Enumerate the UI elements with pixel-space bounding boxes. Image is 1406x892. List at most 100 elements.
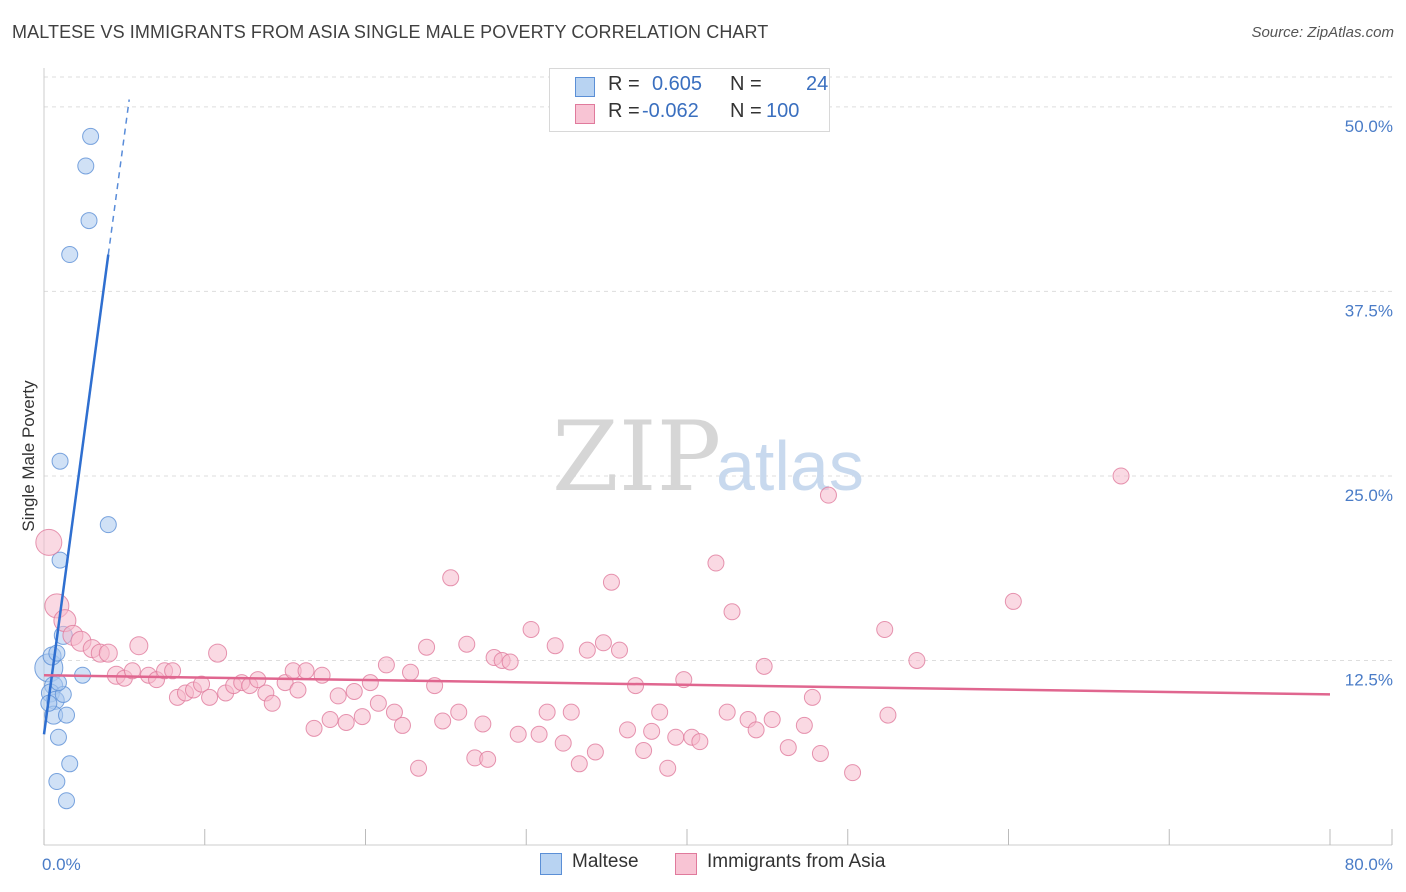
asia-point xyxy=(501,653,519,671)
maltese-point xyxy=(51,452,69,470)
asia-point xyxy=(369,694,387,712)
asia-point xyxy=(795,716,813,734)
asia-point xyxy=(610,641,628,659)
asia-point xyxy=(458,635,476,653)
asia-point xyxy=(402,663,420,681)
legend-n-label: N = xyxy=(730,73,762,95)
asia-point xyxy=(879,706,897,724)
asia-point xyxy=(474,715,492,733)
legend-r-label: R = xyxy=(608,100,640,122)
asia-point xyxy=(755,657,773,675)
legend-row-maltese: R = 0.605 N = 24 xyxy=(550,73,829,99)
asia-point xyxy=(602,573,620,591)
asia-point xyxy=(586,743,604,761)
asia-point xyxy=(1112,467,1130,485)
asia-point xyxy=(208,643,228,663)
maltese-point xyxy=(80,212,98,230)
asia-point xyxy=(908,651,926,669)
asia-point xyxy=(594,634,612,652)
asia-point xyxy=(554,734,572,752)
legend-n-label: N = xyxy=(730,100,762,122)
trend-lines xyxy=(42,99,1331,735)
asia-point xyxy=(530,725,548,743)
maltese-point xyxy=(61,246,79,264)
asia-point xyxy=(305,719,323,737)
asia-point xyxy=(313,666,331,684)
asia-point xyxy=(819,486,837,504)
x-tick-label: 0.0% xyxy=(42,855,81,874)
asia-point xyxy=(353,708,371,726)
asia-point xyxy=(337,713,355,731)
axes xyxy=(43,68,1393,846)
legend-r-value: 0.605 xyxy=(652,73,703,95)
y-tick-label: 37.5% xyxy=(1345,301,1393,320)
tick-labels: 12.5% 25.0% 37.5% 50.0% 0.0% 80.0% xyxy=(42,117,1393,874)
asia-point xyxy=(707,554,725,572)
asia-point xyxy=(193,675,211,693)
legend-r-value: -0.062 xyxy=(642,100,699,122)
asia-point xyxy=(718,703,736,721)
asia-point xyxy=(659,759,677,777)
maltese-trend-line xyxy=(42,254,110,735)
y-tick-label: 12.5% xyxy=(1345,670,1393,689)
asia-point xyxy=(289,681,307,699)
asia-point xyxy=(546,637,564,655)
asia-point xyxy=(361,674,379,692)
asia-point xyxy=(263,694,281,712)
asia-point xyxy=(763,711,781,729)
maltese-point xyxy=(58,706,76,724)
asia-point xyxy=(876,620,894,638)
legend-row-asia: R = -0.062 N = 100 xyxy=(550,100,829,126)
y-axis-label: Single Male Poverty xyxy=(19,380,38,532)
legend-r-label: R = xyxy=(608,73,640,95)
asia-point xyxy=(450,703,468,721)
asia-point xyxy=(509,725,527,743)
asia-point xyxy=(35,528,63,556)
asia-point xyxy=(329,687,347,705)
legend-swatch-asia xyxy=(575,104,595,124)
y-tick-label: 25.0% xyxy=(1345,486,1393,505)
legend-n-value: 24 xyxy=(806,73,829,95)
asia-point xyxy=(570,755,588,773)
asia-point xyxy=(651,703,669,721)
maltese-trend-extension xyxy=(107,99,130,255)
chart-title: MALTESE VS IMMIGRANTS FROM ASIA SINGLE M… xyxy=(12,22,769,42)
asia-point xyxy=(98,643,118,663)
asia-point xyxy=(1004,592,1022,610)
grid-lines xyxy=(44,76,1392,661)
y-tick-label: 50.0% xyxy=(1345,117,1393,136)
source-label: Source: ZipAtlas.com xyxy=(1251,24,1394,41)
legend-swatch-maltese xyxy=(575,77,595,97)
maltese-point xyxy=(49,728,67,746)
asia-point xyxy=(164,662,182,680)
watermark-atlas: atlas xyxy=(716,427,864,505)
asia-point xyxy=(643,722,661,740)
asia-point xyxy=(747,721,765,739)
asia-point xyxy=(779,739,797,757)
asia-trend-line xyxy=(43,673,1331,696)
maltese-point xyxy=(58,792,76,810)
maltese-point xyxy=(99,516,117,534)
asia-point xyxy=(691,733,709,751)
asia-point xyxy=(844,764,862,782)
bottom-legend-swatch-asia xyxy=(675,853,697,875)
bottom-legend-swatch-maltese xyxy=(540,853,562,875)
asia-point xyxy=(442,569,460,587)
maltese-point xyxy=(82,127,100,145)
bottom-legend-label-asia: Immigrants from Asia xyxy=(707,851,886,872)
legend-n-value: 100 xyxy=(766,100,800,122)
asia-point xyxy=(635,742,653,760)
asia-point xyxy=(321,711,339,729)
asia-point xyxy=(129,636,149,656)
asia-point xyxy=(619,721,637,739)
asia-point xyxy=(811,744,829,762)
bottom-legend-label-maltese: Maltese xyxy=(572,851,639,872)
asia-point xyxy=(393,716,411,734)
asia-point xyxy=(578,641,596,659)
asia-point xyxy=(538,703,556,721)
asia-point xyxy=(803,688,821,706)
asia-point xyxy=(123,662,141,680)
asia-point xyxy=(627,677,645,695)
asia-point xyxy=(667,728,685,746)
